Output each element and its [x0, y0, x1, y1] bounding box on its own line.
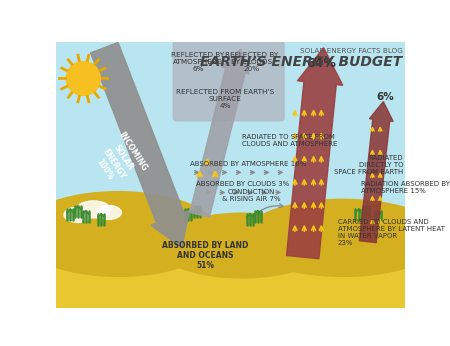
Ellipse shape: [157, 213, 328, 278]
Text: ABSORBED BY LAND
AND OCEANS
51%: ABSORBED BY LAND AND OCEANS 51%: [162, 241, 248, 271]
Polygon shape: [287, 48, 343, 259]
Text: ABSORBED BY CLOUDS 3%: ABSORBED BY CLOUDS 3%: [196, 181, 289, 187]
Ellipse shape: [76, 201, 111, 218]
Ellipse shape: [64, 207, 92, 222]
Text: 6%: 6%: [377, 92, 395, 102]
FancyBboxPatch shape: [173, 42, 284, 121]
Ellipse shape: [97, 206, 122, 219]
Text: REFLECTED BY
ATMOSPHERE
6%: REFLECTED BY ATMOSPHERE 6%: [171, 52, 225, 72]
Text: EARTH’S ENERGY BUDGET: EARTH’S ENERGY BUDGET: [200, 55, 403, 70]
Polygon shape: [360, 102, 393, 243]
Text: RADIATED
DIRECTLY TO
SPACE FROM EARTH: RADIATED DIRECTLY TO SPACE FROM EARTH: [334, 155, 404, 175]
Circle shape: [66, 62, 100, 95]
Text: RADIATED TO SPACE FROM
CLOUDS AND ATMOSPHERE: RADIATED TO SPACE FROM CLOUDS AND ATMOSP…: [242, 134, 338, 147]
Ellipse shape: [242, 199, 444, 276]
Text: CONDUCTION
& RISING AIR 7%: CONDUCTION & RISING AIR 7%: [222, 189, 281, 202]
Text: 64%: 64%: [306, 57, 336, 70]
Text: ABSORBED BY ATMOSPHERE 16%: ABSORBED BY ATMOSPHERE 16%: [190, 161, 306, 167]
Bar: [56, 226, 405, 308]
Text: RADIATION ABSORBED BY
ATMOSPHERE 15%: RADIATION ABSORBED BY ATMOSPHERE 15%: [361, 181, 450, 194]
Polygon shape: [190, 49, 249, 217]
Ellipse shape: [18, 192, 219, 276]
Text: REFLECTED FROM EARTH'S
SURFACE
4%: REFLECTED FROM EARTH'S SURFACE 4%: [176, 89, 274, 109]
Text: REFLECTED BY
BY CLOUDS
20%: REFLECTED BY BY CLOUDS 20%: [225, 52, 278, 72]
Polygon shape: [90, 43, 189, 248]
Text: SOLAR ENERGY FACTS BLOG: SOLAR ENERGY FACTS BLOG: [300, 48, 403, 54]
Text: CARRIED TO CLOUDS AND
ATMOSPHERE BY LATENT HEAT
IN WATER VAPOR
23%: CARRIED TO CLOUDS AND ATMOSPHERE BY LATE…: [338, 219, 445, 246]
Text: INCOMING
SOLAR
ENERGY
100%: INCOMING SOLAR ENERGY 100%: [88, 130, 148, 191]
